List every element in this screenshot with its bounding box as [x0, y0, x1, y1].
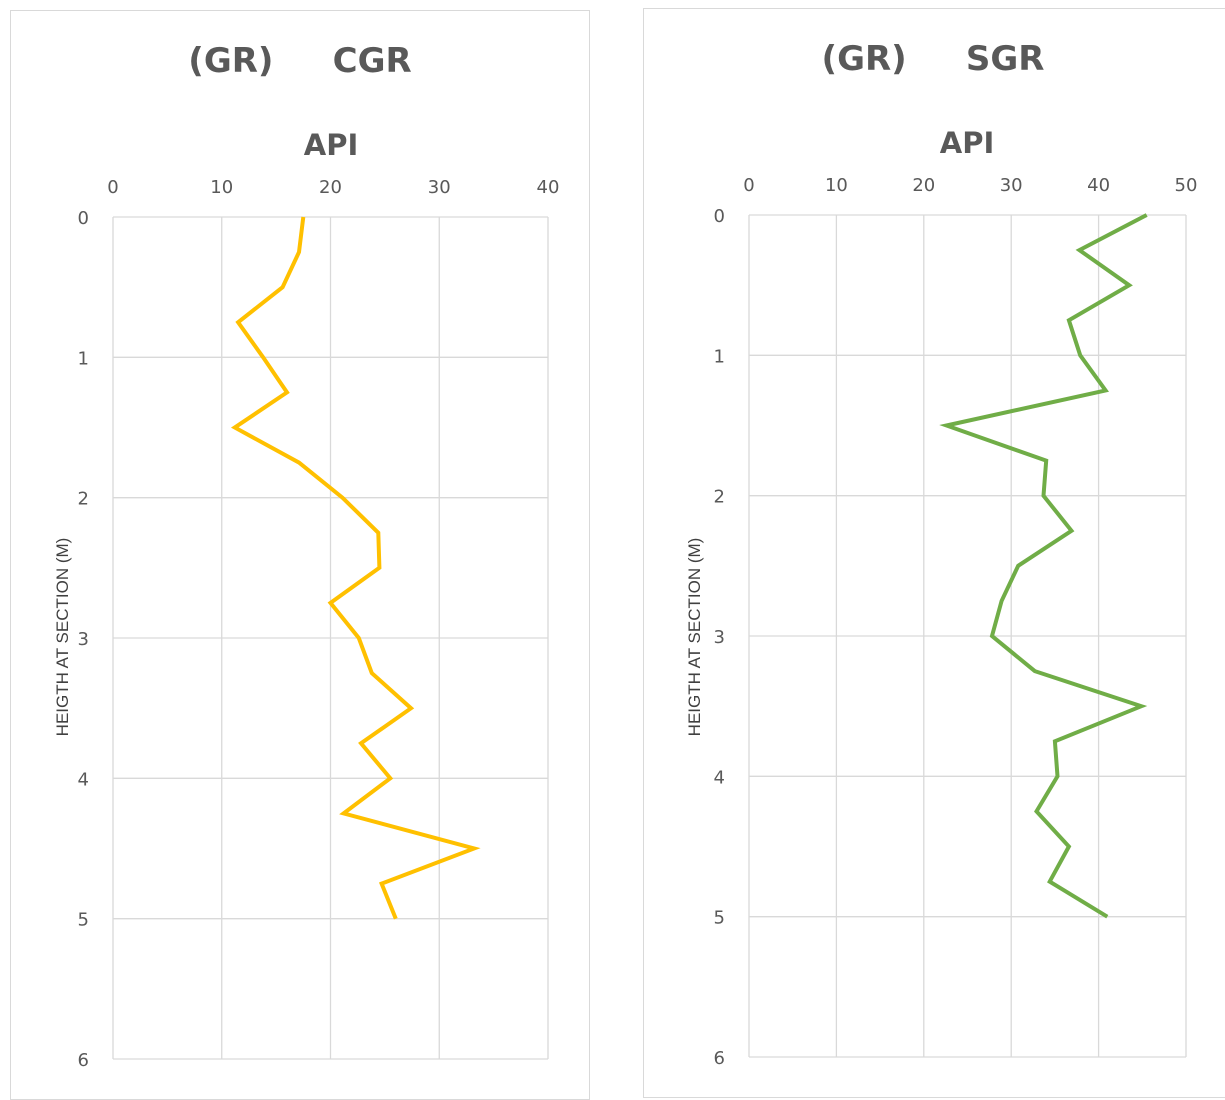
x-tick-label: 30: [1000, 175, 1023, 196]
x-tick-label: 40: [1087, 175, 1110, 196]
y-axis-title: HEIGTH AT SECTION (M): [685, 538, 704, 737]
chart-plot-sgr: 0 10 20 30 40 50 0 1 2 3 4 5 6: [714, 175, 1198, 1069]
x-tick-label: 20: [912, 175, 935, 196]
y-tick-label: 1: [78, 348, 89, 369]
chart-plot-cgr: 0 10 20 30 40 0 1 2 3 4 5 6: [78, 177, 560, 1071]
x-tick-label: 20: [319, 177, 342, 198]
chart-title: (GR) SGR: [822, 39, 1045, 79]
x-tick-label: 0: [743, 175, 754, 196]
x-axis-title: API: [304, 128, 359, 162]
y-tick-label: 4: [78, 769, 89, 790]
y-tick-label: 0: [78, 208, 89, 229]
y-tick-label: 2: [78, 489, 89, 510]
y-tick-label: 3: [78, 629, 89, 650]
x-tick-label: 10: [210, 177, 233, 198]
y-tick-label: 2: [714, 487, 725, 508]
y-tick-label: 6: [78, 1050, 89, 1071]
series-line: [939, 213, 1148, 919]
x-tick-label: 40: [537, 177, 560, 198]
y-tick-label: 5: [78, 910, 89, 931]
chart-title: (GR) CGR: [188, 41, 411, 81]
y-tick-label: 6: [714, 1048, 725, 1069]
y-tick-label: 1: [714, 346, 725, 367]
x-axis-title: API: [940, 126, 995, 160]
x-tick-label: 50: [1175, 175, 1198, 196]
x-tick-label: 0: [107, 177, 118, 198]
x-tick-label: 30: [428, 177, 451, 198]
x-tick-label: 10: [825, 175, 848, 196]
y-tick-label: 4: [714, 767, 725, 788]
y-tick-label: 5: [714, 908, 725, 929]
y-tick-label: 3: [714, 627, 725, 648]
y-axis-title: HEIGTH AT SECTION (M): [53, 538, 72, 737]
y-tick-label: 0: [714, 206, 725, 227]
series-line: [230, 216, 481, 920]
